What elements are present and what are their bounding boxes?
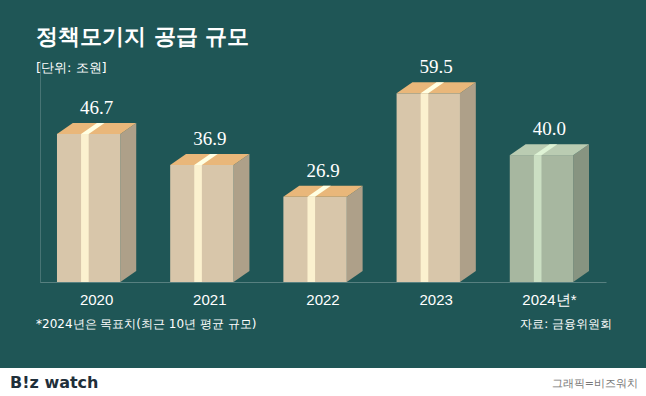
x-tick-label: 2023 [420,291,453,308]
bar-top [170,154,249,165]
bar-side [234,154,250,282]
footnote: *2024년은 목표치(최근 10년 평균 규모) [36,317,256,331]
data-label: 46.7 [80,97,113,118]
credit: 그래픽=비즈워치 [552,377,638,390]
x-axis-line [41,282,607,283]
bar-strap [81,134,89,282]
bar-stack [57,123,136,282]
x-tick-label: 2022 [306,291,339,308]
bar-strap [421,93,429,282]
bar-top [283,186,362,197]
bar-top-strap [421,82,444,93]
bar-stack [397,82,476,282]
bar-top-strap [81,123,104,134]
bar-strap [534,155,542,282]
data-labels: 46.7 36.9 26.9 59.5 40.0 [80,56,566,180]
x-tick: 2022 [306,291,339,308]
chart: 정책모기지 공급 규모 [단위: 조원] 46.7 36.9 26.9 59.5 40.0 2… [0,0,646,396]
title: 정책모기지 공급 규모 [36,24,249,49]
bar [397,93,460,282]
background [0,0,646,368]
data-label: 36.9 [193,128,226,149]
bar-side [347,186,363,282]
source: 자료: 금융위원회 [520,317,612,331]
x-tick: 2024년* [522,291,576,308]
data-label: 40.0 [533,118,566,139]
bar [283,197,346,282]
x-tick: 2021 [193,291,226,308]
bar-side [120,123,136,282]
data-label: 26.9 [306,160,339,181]
bar-stack [170,154,249,282]
bar [170,165,233,282]
x-tick: 2023 [420,291,453,308]
bar-top [57,123,136,134]
data-label: 59.5 [420,56,453,77]
bars [57,82,589,282]
y-axis-line [40,61,41,283]
x-tick: 2020 [80,291,113,308]
bar [510,155,573,282]
bar-top [510,144,589,155]
x-tick-label: 2021 [193,291,226,308]
bar-top [397,82,476,93]
branding: B!z watch [10,373,98,392]
x-tick-label: 2024년* [522,291,576,308]
bar [57,134,120,282]
bar-stack [283,186,362,282]
footer-strip [0,368,646,396]
y-axis [40,61,41,283]
bar-top-strap [307,186,330,197]
bar-strap [194,165,202,282]
bar-stack [510,144,589,282]
x-tick-label: 2020 [80,291,113,308]
bar-strap [307,197,315,282]
bar-side [573,144,589,282]
bar-top-strap [534,144,557,155]
x-axis: 2020 2021 2022 2023 2024년* [41,283,607,308]
bar-top-strap [194,154,217,165]
subtitle: [단위: 조원] [36,60,107,75]
bar-side [460,82,476,282]
